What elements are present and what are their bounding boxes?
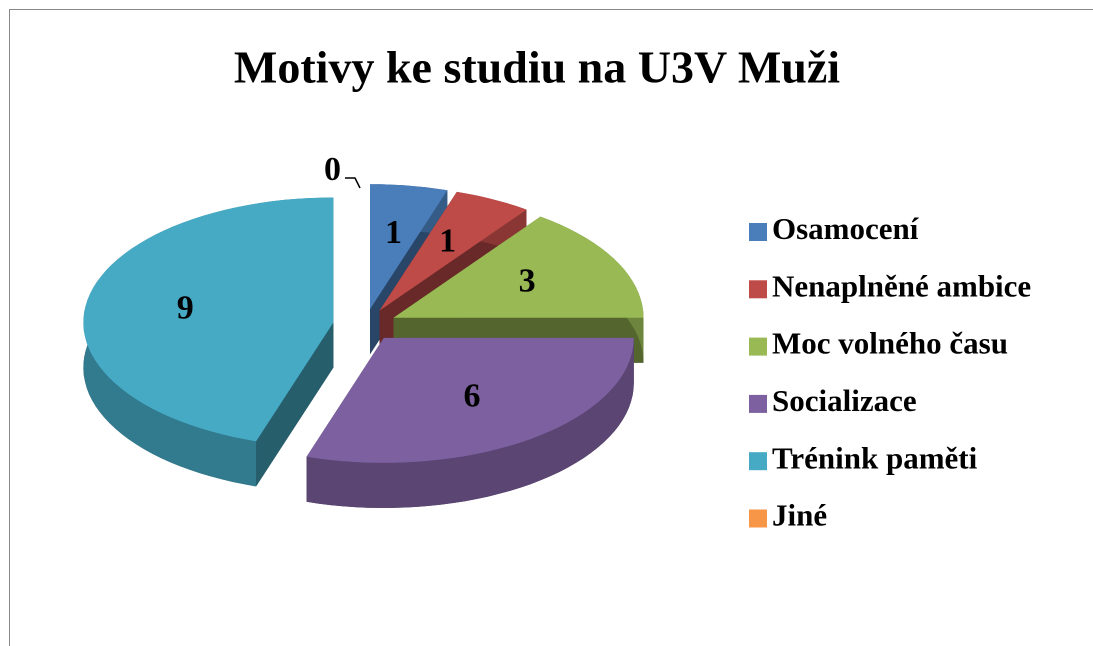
slice-outer-wall: [306, 337, 634, 508]
data-label: 0: [324, 151, 341, 188]
data-label: 6: [463, 377, 480, 414]
legend-label: Trénink paměti: [772, 440, 978, 475]
legend: Osamocení Nenaplněné ambice Moc volného ča…: [749, 211, 1031, 533]
legend-swatch: [749, 280, 767, 299]
slice-top: [393, 216, 644, 318]
slice-top: [379, 191, 527, 311]
legend-label: Osamocení: [772, 211, 919, 246]
legend-swatch: [749, 452, 767, 471]
legend-label: Socializace: [772, 383, 917, 418]
legend-swatch: [749, 509, 767, 528]
legend-swatch: [749, 337, 767, 356]
data-label: 1: [439, 223, 456, 260]
legend-label: Nenaplněné ambice: [772, 268, 1031, 303]
legend-swatch: [749, 223, 767, 241]
pie-slice: [83, 197, 334, 487]
chart-title: Motivy ke studiu na U3V Muži: [234, 42, 840, 93]
leader-line: [345, 177, 361, 189]
slice-top: [306, 337, 634, 463]
legend-swatch: [749, 394, 767, 413]
slice-top: [370, 184, 448, 310]
data-label: 1: [385, 214, 402, 251]
data-label: 3: [519, 262, 536, 299]
data-label: 9: [177, 290, 194, 327]
slice-radial-wall: [256, 322, 334, 487]
legend-label: Jiné: [772, 498, 827, 533]
legend-label: Moc volného času: [772, 326, 1008, 361]
pie-slice: [306, 337, 634, 508]
pie: 0 1 1 3 9 6: [83, 151, 644, 508]
slice-top: [83, 197, 334, 442]
